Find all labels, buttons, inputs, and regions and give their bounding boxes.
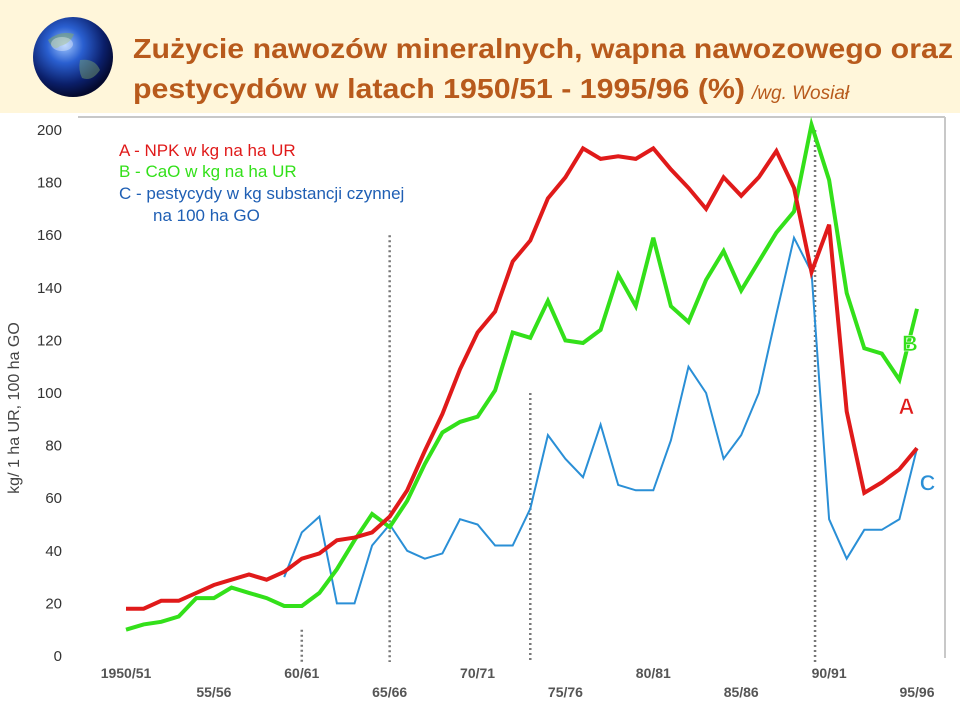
x-tick-label: 85/86 <box>724 684 759 700</box>
series-label-a: A <box>899 394 915 419</box>
x-tick-label: 55/56 <box>196 684 231 700</box>
y-tick-label: 120 <box>37 332 62 349</box>
legend-item-b: B - CaO w kg na ha UR <box>119 162 297 181</box>
x-tick-label: 70/71 <box>460 665 495 681</box>
y-tick-label: 20 <box>45 595 62 612</box>
series-label-c: C <box>920 470 936 495</box>
y-tick-label: 60 <box>45 490 62 507</box>
chart-source: /wg. Wosiał <box>750 83 850 104</box>
y-tick-label: 180 <box>37 175 62 192</box>
x-tick-label: 90/91 <box>812 665 847 681</box>
x-tick-label: 95/96 <box>899 684 934 700</box>
y-tick-label: 160 <box>37 227 62 244</box>
y-tick-label: 200 <box>37 122 62 139</box>
x-tick-label: 80/81 <box>636 665 671 681</box>
series-label-b: B <box>902 331 918 356</box>
y-tick-label: 0 <box>54 648 62 665</box>
y-tick-label: 40 <box>45 543 62 560</box>
x-tick-label: 75/76 <box>548 684 583 700</box>
header-band <box>0 0 960 113</box>
y-tick-label: 80 <box>45 438 62 455</box>
globe-icon <box>33 17 113 97</box>
y-axis-title: kg/ 1 ha UR, 100 ha GO <box>6 322 23 494</box>
legend-item-a: A - NPK w kg na ha UR <box>119 141 296 160</box>
x-tick-label: 65/66 <box>372 684 407 700</box>
y-tick-label: 140 <box>37 280 62 297</box>
chart-title-line1: Zużycie nawozów mineralnych, wapna nawoz… <box>133 33 953 64</box>
y-tick-label: 100 <box>37 385 62 402</box>
series-line-b <box>125 116 919 632</box>
legend-item-c-cont: na 100 ha GO <box>153 206 260 225</box>
x-tick-label: 60/61 <box>284 665 319 681</box>
legend-item-c: C - pestycydy w kg substancji czynnej <box>119 184 404 203</box>
legend: A - NPK w kg na ha UR B - CaO w kg na ha… <box>119 141 404 225</box>
x-tick-label: 1950/51 <box>101 665 152 681</box>
chart-title-line2: pestycydów w latach 1950/51 - 1995/96 (%… <box>133 73 745 104</box>
series-line-c <box>283 234 918 605</box>
series-line-a <box>126 145 919 611</box>
